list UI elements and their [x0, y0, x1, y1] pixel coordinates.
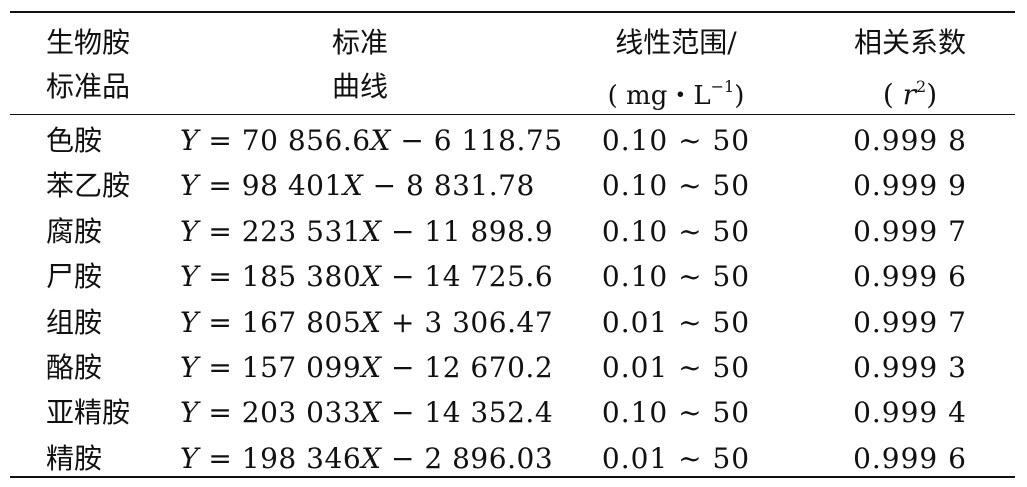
- header-range-unit: ( mg・L−1): [578, 65, 774, 118]
- amine-name: 组胺: [46, 305, 103, 339]
- correlation-coefficient: 0.999 6: [853, 441, 967, 475]
- table-header-rule: [10, 114, 1015, 115]
- linear-range: 0.10 ~ 50: [601, 260, 751, 294]
- header-range-unit-sup: −1: [710, 77, 735, 96]
- table-top-rule: [10, 11, 1015, 13]
- linear-range: 0.10 ~ 50: [601, 124, 751, 157]
- header-curve-line1: 标准: [331, 26, 388, 59]
- linear-range: 0.10 ~ 50: [601, 169, 751, 203]
- linear-range: 0.01 ~ 50: [601, 305, 751, 339]
- linear-range: 0.01 ~ 50: [601, 441, 751, 475]
- table-bottom-rule: [10, 476, 1015, 478]
- correlation-coefficient: 0.999 7: [853, 214, 967, 248]
- header-range-line1: 线性范围/: [615, 26, 737, 59]
- header-corr-var: r: [902, 78, 917, 111]
- correlation-coefficient: 0.999 7: [853, 305, 967, 339]
- amine-name: 色胺: [46, 124, 103, 157]
- standard-curve: Y = 98 401X − 8 831.78: [180, 169, 535, 203]
- amine-name: 尸胺: [46, 260, 103, 294]
- correlation-coefficient: 0.999 4: [853, 396, 967, 430]
- correlation-coefficient: 0.999 8: [853, 124, 967, 157]
- header-correlation: 相关系数 ( r2): [822, 21, 998, 117]
- header-corr-open: (: [882, 78, 903, 111]
- standard-curve: Y = 198 346X − 2 896.03: [180, 441, 554, 475]
- standard-curve: Y = 167 805X + 3 306.47: [180, 305, 554, 339]
- table-row: 尸胺 Y = 185 380X − 14 725.6 0.10 ~ 50 0.9…: [10, 254, 1015, 299]
- header-amine-line1: 生物胺: [46, 26, 131, 59]
- table-row: 色胺 Y = 70 856.6X − 6 118.75 0.10 ~ 50 0.…: [10, 118, 1015, 163]
- standard-curve: Y = 203 033X − 14 352.4: [180, 396, 554, 430]
- amine-name: 精胺: [46, 441, 103, 475]
- header-curve-line2: 曲线: [331, 70, 388, 103]
- header-corr-line1: 相关系数: [853, 26, 966, 59]
- linear-range: 0.10 ~ 50: [601, 396, 751, 430]
- table-row: 组胺 Y = 167 805X + 3 306.47 0.01 ~ 50 0.9…: [10, 300, 1015, 345]
- standard-curve: Y = 185 380X − 14 725.6: [180, 260, 554, 294]
- table-row: 亚精胺 Y = 203 033X − 14 352.4 0.10 ~ 50 0.…: [10, 390, 1015, 435]
- header-corr-close: ): [926, 78, 938, 111]
- header-corr-symbol: ( r2): [822, 65, 998, 117]
- standard-curve: Y = 223 531X − 11 898.9: [180, 214, 554, 248]
- linear-range: 0.10 ~ 50: [601, 214, 751, 248]
- header-amine-standard: 生物胺 标准品: [46, 21, 130, 109]
- header-range-unit-text: ( mg・L: [607, 81, 711, 111]
- table-row: 精胺 Y = 198 346X − 2 896.03 0.01 ~ 50 0.9…: [10, 436, 1015, 481]
- standard-curve: Y = 70 856.6X − 6 118.75: [180, 124, 563, 157]
- table-row: 苯乙胺 Y = 98 401X − 8 831.78 0.10 ~ 50 0.9…: [10, 163, 1015, 208]
- correlation-coefficient: 0.999 3: [853, 350, 967, 384]
- table-row: 酪胺 Y = 157 099X − 12 670.2 0.01 ~ 50 0.9…: [10, 345, 1015, 390]
- header-corr-sup: 2: [916, 77, 927, 96]
- table-row: 腐胺 Y = 223 531X − 11 898.9 0.10 ~ 50 0.9…: [10, 209, 1015, 254]
- header-amine-line2: 标准品: [46, 70, 131, 103]
- linear-range: 0.01 ~ 50: [601, 350, 751, 384]
- header-standard-curve: 标准 曲线: [260, 21, 460, 109]
- amine-name: 腐胺: [46, 214, 103, 248]
- amine-name: 苯乙胺: [46, 169, 131, 203]
- table-body: 色胺 Y = 70 856.6X − 6 118.75 0.10 ~ 50 0.…: [10, 118, 1015, 481]
- amine-name: 亚精胺: [46, 396, 131, 430]
- header-range-unit-close: ): [734, 81, 745, 111]
- standard-curve: Y = 157 099X − 12 670.2: [180, 350, 554, 384]
- correlation-coefficient: 0.999 6: [853, 260, 967, 294]
- header-linear-range: 线性范围/ ( mg・L−1): [578, 21, 774, 118]
- correlation-coefficient: 0.999 9: [853, 169, 967, 203]
- amine-name: 酪胺: [46, 350, 103, 384]
